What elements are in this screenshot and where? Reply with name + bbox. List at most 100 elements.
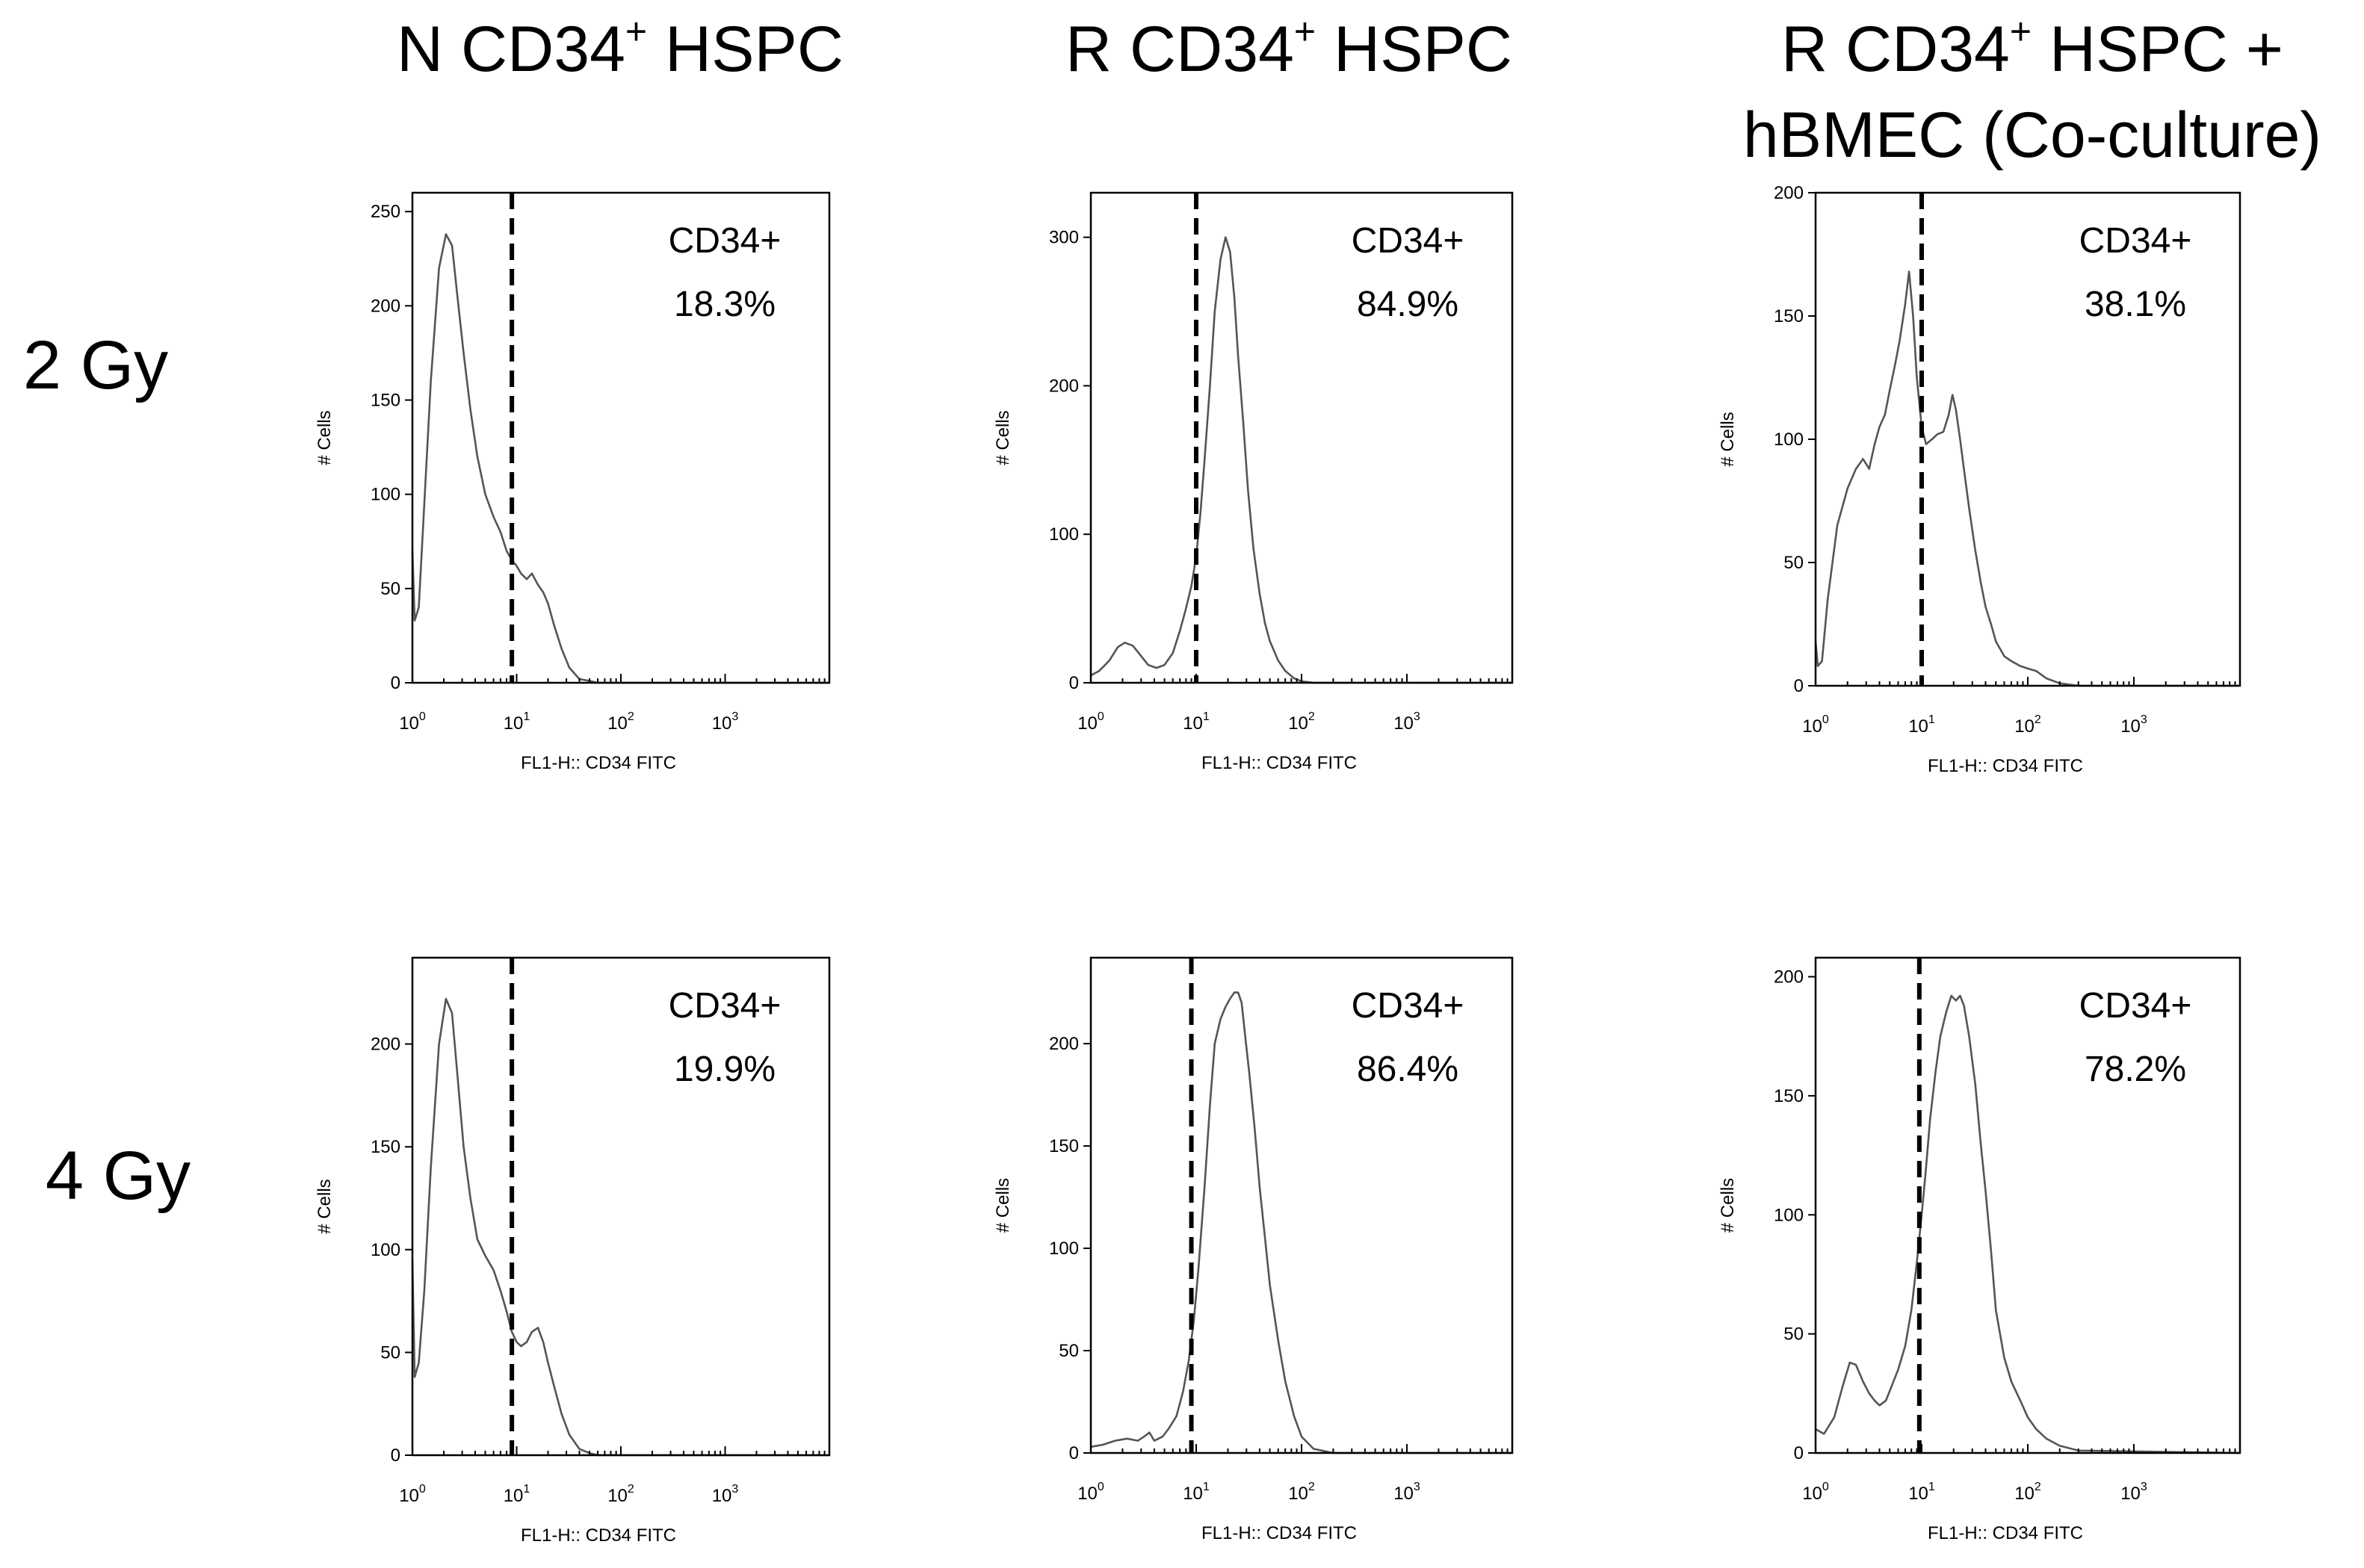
x-tick-label: 101 <box>504 1483 530 1506</box>
x-tick-label: 101 <box>1183 710 1210 734</box>
y-tick-label: 200 <box>371 1035 400 1055</box>
x-tick-label: 102 <box>1288 710 1315 734</box>
histogram-curve <box>1090 991 1512 1454</box>
x-tick-label: 100 <box>1802 1481 1829 1504</box>
x-tick-label: 101 <box>1908 713 1935 737</box>
annotation-label: CD34+ <box>669 986 782 1026</box>
y-tick-label: 0 <box>391 1445 400 1466</box>
annotation-label: CD34+ <box>2079 221 2192 261</box>
y-tick-label: 200 <box>1774 183 1804 203</box>
y-tick-label: 300 <box>1049 228 1079 248</box>
histogram-curve <box>411 997 829 1457</box>
annotation-percent: 18.3% <box>674 285 776 324</box>
x-axis-label: FL1-H:: CD34 FITC <box>1928 1523 2083 1543</box>
x-tick-label: 103 <box>712 710 739 734</box>
y-tick-label: 0 <box>1069 673 1079 693</box>
y-axis-label: # Cells <box>315 1179 335 1233</box>
plot-frame <box>411 956 831 1457</box>
y-tick-label: 0 <box>1794 1443 1804 1463</box>
x-tick-label: 100 <box>1077 710 1104 734</box>
row-label-4gy: 4 Gy <box>46 1138 191 1214</box>
y-tick-label: 250 <box>371 202 400 222</box>
x-tick-label: 103 <box>712 1483 739 1506</box>
annotation-label: CD34+ <box>1352 221 1464 261</box>
x-tick-label: 100 <box>1802 713 1829 737</box>
y-axis-label: # Cells <box>993 1178 1013 1233</box>
y-tick-label: 200 <box>1049 1034 1079 1054</box>
x-tick-label: 101 <box>504 710 530 734</box>
y-axis-label: # Cells <box>1718 1178 1738 1233</box>
column-title-2: R CD34+ HSPC <box>1065 10 1512 85</box>
y-tick-label: 0 <box>391 673 400 693</box>
annotation-percent: 84.9% <box>1357 285 1458 324</box>
plot-frame <box>1814 191 2241 687</box>
y-tick-label: 100 <box>1774 430 1804 450</box>
y-tick-label: 100 <box>371 485 400 505</box>
histogram-curve <box>1090 236 1512 684</box>
y-axis-label: # Cells <box>993 410 1013 465</box>
x-tick-label: 102 <box>607 710 634 734</box>
y-tick-label: 200 <box>1049 376 1079 396</box>
panel-2gy-n: 0 50 100 150 200 250 100 101 102 103 # Cells FL1-H:… <box>315 191 831 773</box>
x-tick-label: 103 <box>1393 1481 1420 1504</box>
x-tick-label: 102 <box>2014 713 2041 737</box>
y-tick-label: 50 <box>1783 1324 1804 1345</box>
plot-frame <box>1089 191 1514 684</box>
y-tick-label: 50 <box>380 1342 400 1363</box>
y-tick-label: 50 <box>1783 553 1804 573</box>
x-tick-label: 101 <box>1908 1481 1935 1504</box>
x-axis-label: FL1-H:: CD34 FITC <box>1201 753 1357 773</box>
y-tick-label: 50 <box>380 579 400 599</box>
column-title-1: N CD34+ HSPC <box>397 10 844 85</box>
annotation-percent: 38.1% <box>2085 285 2186 324</box>
y-tick-label: 100 <box>1049 1239 1079 1259</box>
y-tick-label: 100 <box>1774 1205 1804 1225</box>
x-tick-label: 102 <box>2014 1481 2041 1504</box>
y-axis-label: # Cells <box>315 410 335 465</box>
y-tick-label: 100 <box>371 1240 400 1260</box>
plot-frame <box>1089 956 1514 1454</box>
x-axis-label: FL1-H:: CD34 FITC <box>521 753 676 773</box>
annotation-label: CD34+ <box>1352 986 1464 1026</box>
x-tick-label: 102 <box>1288 1481 1315 1504</box>
x-tick-label: 102 <box>607 1483 634 1506</box>
annotation-percent: 78.2% <box>2085 1050 2186 1089</box>
annotation-percent: 86.4% <box>1357 1050 1458 1089</box>
x-tick-label: 101 <box>1183 1481 1210 1504</box>
y-tick-label: 150 <box>371 391 400 411</box>
x-axis-label: FL1-H:: CD34 FITC <box>1928 756 2083 776</box>
x-axis-label: FL1-H:: CD34 FITC <box>1201 1523 1357 1543</box>
x-tick-label: 100 <box>399 710 426 734</box>
row-label-2gy: 2 Gy <box>23 327 168 403</box>
y-tick-label: 100 <box>1049 524 1079 545</box>
x-tick-label: 100 <box>399 1483 426 1506</box>
y-axis-label: # Cells <box>1718 412 1738 466</box>
y-tick-label: 150 <box>1774 1086 1804 1106</box>
y-tick-label: 150 <box>1774 306 1804 326</box>
histogram-curve <box>1814 270 2240 687</box>
column-title-3: R CD34+ HSPC + <box>1781 10 2283 85</box>
annotation-percent: 19.9% <box>674 1050 776 1089</box>
annotation-label: CD34+ <box>2079 986 2192 1026</box>
x-tick-label: 100 <box>1077 1481 1104 1504</box>
y-tick-label: 150 <box>371 1137 400 1157</box>
x-tick-label: 103 <box>2120 1481 2147 1504</box>
plot-frame <box>1814 956 2241 1454</box>
x-axis-label: FL1-H:: CD34 FITC <box>521 1525 676 1546</box>
y-tick-label: 200 <box>1774 967 1804 988</box>
y-tick-label: 200 <box>371 296 400 316</box>
y-tick-label: 50 <box>1059 1341 1079 1361</box>
y-tick-label: 0 <box>1794 676 1804 696</box>
x-tick-label: 103 <box>1393 710 1420 734</box>
histogram-curve <box>1815 994 2241 1454</box>
x-tick-label: 103 <box>2120 713 2147 737</box>
annotation-label: CD34+ <box>669 221 782 261</box>
y-tick-label: 150 <box>1049 1136 1079 1156</box>
column-title-3-line2: hBMEC (Co-culture) <box>1743 99 2321 171</box>
y-tick-label: 0 <box>1069 1443 1079 1463</box>
